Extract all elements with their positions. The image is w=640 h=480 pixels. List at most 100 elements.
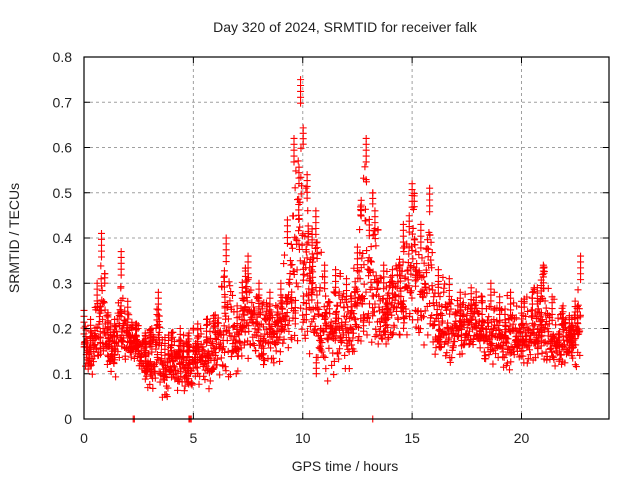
data-point xyxy=(552,321,560,329)
data-point xyxy=(195,380,203,388)
data-point xyxy=(104,329,112,337)
data-point xyxy=(343,298,350,306)
data-point xyxy=(194,344,202,352)
data-point xyxy=(226,297,234,305)
y-tick-label: 0.7 xyxy=(53,94,73,110)
data-point xyxy=(512,314,520,322)
data-point xyxy=(325,344,333,352)
data-point xyxy=(518,309,525,317)
data-point xyxy=(288,288,296,296)
data-point xyxy=(305,229,313,237)
data-point xyxy=(203,321,210,329)
data-point xyxy=(124,309,132,317)
data-point xyxy=(185,329,193,337)
data-point xyxy=(358,300,366,308)
data-point xyxy=(244,270,252,278)
data-point xyxy=(98,235,105,243)
data-point xyxy=(99,315,107,323)
data-point xyxy=(119,294,127,302)
data-point xyxy=(458,350,466,358)
data-point xyxy=(90,358,98,366)
data-point xyxy=(504,335,512,343)
data-point xyxy=(380,267,388,275)
data-point xyxy=(303,177,311,185)
data-point xyxy=(408,242,416,250)
data-point xyxy=(255,285,263,293)
data-point xyxy=(229,323,237,331)
data-point xyxy=(141,335,149,343)
data-point xyxy=(322,292,330,300)
data-point xyxy=(538,316,546,324)
data-point xyxy=(288,244,296,252)
data-point xyxy=(485,313,493,321)
data-point xyxy=(247,286,255,294)
data-point xyxy=(369,312,377,320)
data-point xyxy=(86,362,94,370)
data-point xyxy=(559,325,567,333)
data-point xyxy=(312,213,320,221)
data-point xyxy=(365,318,373,326)
data-point xyxy=(266,288,274,296)
data-point xyxy=(489,360,497,368)
data-point xyxy=(469,335,477,343)
data-point xyxy=(430,293,438,301)
data-point xyxy=(371,219,379,227)
data-point xyxy=(124,321,132,329)
data-point xyxy=(346,337,354,345)
data-point xyxy=(487,291,495,299)
data-point xyxy=(220,267,228,275)
data-point xyxy=(181,382,189,390)
data-point xyxy=(391,282,399,290)
data-point xyxy=(406,310,414,318)
data-point xyxy=(176,348,184,356)
data-point xyxy=(200,372,208,380)
data-point xyxy=(265,340,273,348)
data-point xyxy=(269,354,277,362)
data-point xyxy=(279,325,287,333)
data-point xyxy=(185,335,193,343)
data-point xyxy=(426,208,434,216)
data-point xyxy=(359,249,367,257)
data-point xyxy=(244,258,252,266)
data-point xyxy=(537,316,545,324)
data-point xyxy=(519,319,527,327)
data-point xyxy=(548,316,556,324)
data-point xyxy=(303,327,311,335)
data-point xyxy=(238,352,246,360)
data-point xyxy=(141,353,149,361)
data-point xyxy=(403,331,411,339)
data-point xyxy=(275,336,283,344)
data-point xyxy=(148,342,156,350)
data-point xyxy=(507,294,515,302)
data-point xyxy=(128,322,136,330)
data-point xyxy=(148,325,156,332)
data-point xyxy=(314,299,322,307)
data-point xyxy=(112,373,120,381)
data-point xyxy=(523,359,531,367)
data-point xyxy=(505,366,513,374)
data-point xyxy=(399,238,407,246)
data-point xyxy=(292,167,300,175)
data-point xyxy=(374,226,382,234)
axis-ticks xyxy=(83,56,609,420)
data-point xyxy=(133,326,140,334)
data-point xyxy=(321,285,329,293)
data-point xyxy=(266,306,274,314)
x-axis-label: GPS time / hours xyxy=(292,458,399,474)
data-point xyxy=(405,212,413,220)
y-tick-label: 0.5 xyxy=(53,185,73,201)
data-point xyxy=(221,349,229,357)
data-point xyxy=(462,336,470,344)
data-point xyxy=(388,283,396,291)
data-point xyxy=(326,310,334,318)
x-tick-label: 20 xyxy=(514,430,530,446)
data-point xyxy=(456,288,464,296)
data-point xyxy=(434,272,442,280)
data-point xyxy=(299,260,307,268)
data-point xyxy=(513,302,521,310)
data-point xyxy=(276,333,284,341)
data-point xyxy=(561,359,569,367)
data-point xyxy=(203,327,210,335)
data-point xyxy=(111,339,119,347)
data-point xyxy=(439,273,447,281)
